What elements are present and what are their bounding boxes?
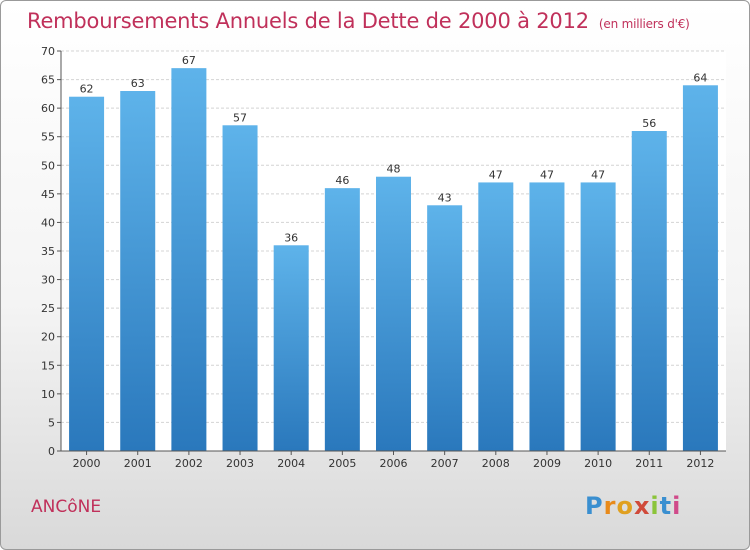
logo-letter: P bbox=[585, 492, 604, 520]
bar[interactable] bbox=[69, 96, 105, 451]
x-tick-label: 2008 bbox=[482, 457, 510, 470]
x-tick-label: 2005 bbox=[328, 457, 356, 470]
proxiti-logo[interactable]: Proxiti bbox=[585, 492, 681, 520]
y-tick-label: 55 bbox=[41, 131, 55, 144]
y-tick-label: 15 bbox=[41, 359, 55, 372]
x-tick-label: 2004 bbox=[277, 457, 305, 470]
data-label: 63 bbox=[131, 77, 145, 90]
x-tick-labels: 2000 2001 2002 2003 2004 2005 2006 2007 2008 2009… bbox=[73, 451, 714, 470]
logo-letter: x bbox=[633, 492, 651, 520]
y-tick-label: 40 bbox=[41, 216, 55, 229]
x-tick-label: 2000 bbox=[73, 457, 101, 470]
y-tick-label: 20 bbox=[41, 331, 55, 344]
commune-name: ANCôNE bbox=[31, 497, 102, 517]
data-label: 47 bbox=[591, 168, 605, 181]
bar[interactable] bbox=[478, 182, 514, 451]
data-label: 36 bbox=[284, 231, 298, 244]
value-labels: 62 63 67 57 36 46 48 43 47 47 47 56 64 bbox=[80, 54, 708, 244]
data-label: 67 bbox=[182, 54, 196, 67]
data-label: 56 bbox=[642, 117, 656, 130]
x-tick-label: 2012 bbox=[686, 457, 714, 470]
logo-letter: i bbox=[650, 492, 660, 520]
bar[interactable] bbox=[427, 205, 463, 451]
y-tick-label: 10 bbox=[41, 388, 55, 401]
y-tick-label: 65 bbox=[41, 74, 55, 87]
bar[interactable] bbox=[324, 188, 360, 451]
y-tick-label: 70 bbox=[41, 45, 55, 58]
chart-subtitle: (en milliers d'€) bbox=[598, 17, 690, 31]
logo-letter: o bbox=[616, 492, 634, 520]
bar[interactable] bbox=[171, 68, 207, 452]
bar[interactable] bbox=[682, 85, 718, 452]
bar[interactable] bbox=[273, 245, 309, 451]
data-label: 46 bbox=[335, 174, 349, 187]
logo-letter: r bbox=[603, 492, 617, 520]
logo-letter: t bbox=[659, 492, 673, 520]
x-tick-label: 2010 bbox=[584, 457, 612, 470]
bar[interactable] bbox=[222, 125, 258, 452]
bar[interactable] bbox=[376, 176, 411, 451]
data-label: 47 bbox=[489, 168, 503, 181]
y-tick-label: 35 bbox=[41, 245, 55, 258]
data-label: 47 bbox=[540, 168, 554, 181]
y-tick-label: 5 bbox=[48, 416, 55, 429]
data-label: 64 bbox=[693, 71, 707, 84]
y-tick-label: 30 bbox=[41, 274, 55, 287]
data-label: 48 bbox=[387, 163, 401, 176]
logo-letter: i bbox=[672, 492, 682, 520]
x-tick-label: 2002 bbox=[175, 457, 203, 470]
y-tick-label: 0 bbox=[48, 445, 55, 458]
bar[interactable] bbox=[120, 91, 156, 451]
x-tick-label: 2006 bbox=[380, 457, 408, 470]
chart-title-text: Remboursements Annuels de la Dette de 20… bbox=[27, 9, 589, 33]
x-tick-label: 2009 bbox=[533, 457, 561, 470]
x-tick-label: 2007 bbox=[431, 457, 459, 470]
x-tick-label: 2011 bbox=[635, 457, 663, 470]
y-tick-label: 45 bbox=[41, 188, 55, 201]
bar[interactable] bbox=[529, 182, 565, 451]
data-label: 57 bbox=[233, 111, 247, 124]
bar[interactable] bbox=[580, 182, 616, 451]
y-tick-label: 25 bbox=[41, 302, 55, 315]
y-tick-label: 60 bbox=[41, 102, 55, 115]
data-label: 62 bbox=[80, 83, 94, 96]
data-label: 43 bbox=[438, 191, 452, 204]
y-tick-label: 50 bbox=[41, 159, 55, 172]
y-tick-labels: 0 5 10 15 20 25 30 35 40 45 50 55 60 65 70 bbox=[41, 45, 61, 458]
bars bbox=[69, 68, 718, 452]
x-tick-label: 2003 bbox=[226, 457, 254, 470]
bar[interactable] bbox=[631, 131, 667, 451]
chart-title: Remboursements Annuels de la Dette de 20… bbox=[27, 9, 690, 33]
x-tick-label: 2001 bbox=[124, 457, 152, 470]
